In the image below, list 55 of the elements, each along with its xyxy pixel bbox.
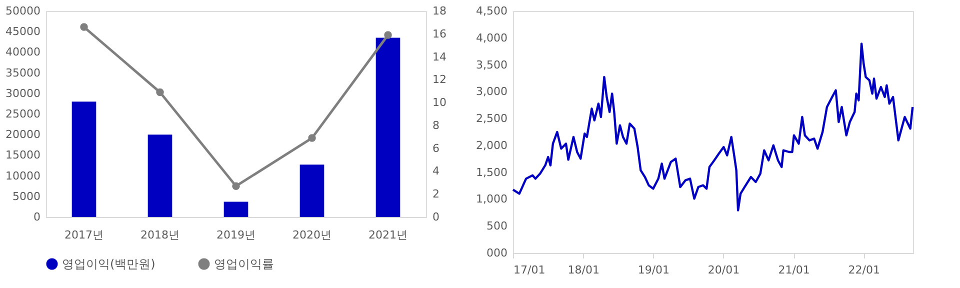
y-tick-label: 2,500 (476, 112, 508, 126)
y-tick-label: 500 (486, 220, 508, 233)
x-tick-label: 17/01 (514, 264, 546, 276)
x-tick-label: 2021년 (368, 228, 408, 242)
x-tick-label: 2017년 (64, 228, 104, 242)
x-tick-label: 19/01 (638, 264, 670, 276)
bar (148, 134, 172, 217)
x-tick-label: 2019년 (216, 228, 256, 242)
y-tick-label: 50000 (6, 4, 40, 18)
x-tick-label: 20/01 (708, 264, 740, 276)
x-tick-label: 2020년 (292, 228, 332, 242)
bar (224, 202, 248, 217)
x-tick-label: 21/01 (778, 264, 810, 276)
y-tick-label: 5000 (12, 190, 40, 203)
point (308, 134, 316, 142)
y2-tick-label: 14 (432, 50, 446, 64)
point (156, 88, 164, 96)
y-tick-label: 40000 (6, 46, 40, 59)
y-tick-label: 2,000 (476, 138, 508, 152)
y-tick-label: 1,500 (476, 166, 508, 179)
x-tick-label: 18/01 (568, 264, 600, 276)
x-tick-label: 2018년 (140, 228, 180, 242)
y-tick-label: 000 (486, 246, 508, 260)
bar (376, 38, 400, 217)
y2-tick-label: 0 (432, 210, 440, 224)
y-tick-label: 20000 (6, 128, 40, 142)
legend-label: 영업이익률 (214, 257, 274, 271)
y-tick-label: 3,000 (476, 85, 508, 98)
y2-tick-label: 12 (432, 73, 446, 86)
y2-tick-label: 10 (432, 96, 446, 110)
y2-tick-label: 2 (432, 188, 440, 201)
line-series (512, 42, 914, 212)
y2-tick-label: 8 (432, 118, 440, 132)
y-tick-label: 25000 (6, 108, 40, 120)
y-tick-label: 15000 (6, 148, 40, 162)
y2-tick-label: 18 (432, 4, 446, 18)
y-tick-label: 3,500 (476, 58, 508, 72)
y-tick-label: 10000 (6, 169, 40, 182)
x-tick-label: 22/01 (848, 264, 880, 276)
point (80, 23, 88, 31)
point (232, 182, 240, 190)
legend-label: 영업이익(백만원) (62, 257, 156, 271)
bar (300, 164, 324, 217)
y-tick-label: 30000 (6, 86, 40, 100)
point (384, 31, 392, 39)
y-tick-label: 0 (34, 210, 40, 224)
y-tick-label: 4,500 (476, 4, 508, 18)
y2-tick-label: 6 (432, 142, 440, 155)
y-tick-label: 35000 (6, 66, 40, 80)
y2-tick-label: 4 (432, 164, 440, 178)
bar (72, 102, 96, 217)
y2-tick-label: 16 (432, 27, 446, 40)
y-tick-label: 45000 (6, 25, 40, 38)
y-tick-label: 4,000 (476, 31, 508, 44)
y-tick-label: 1,000 (476, 192, 508, 206)
